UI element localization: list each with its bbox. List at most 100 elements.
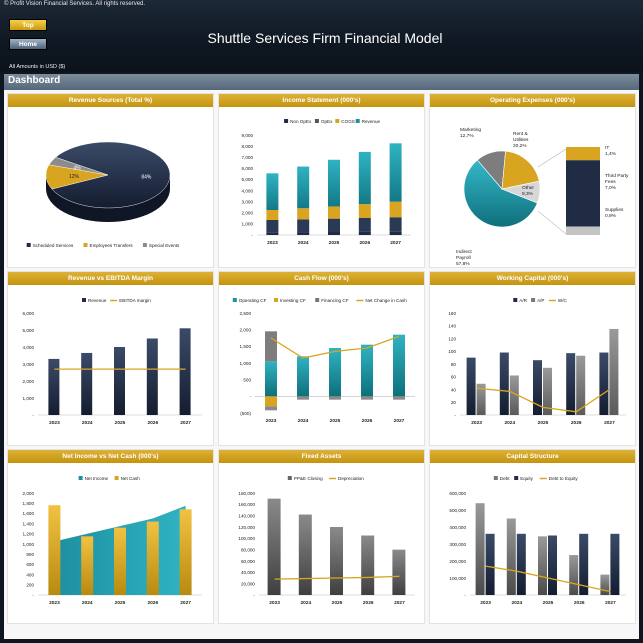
pie-slice (463, 159, 538, 228)
y-tick-label: 9,000 (242, 133, 254, 138)
x-tick-label: 2027 (604, 420, 615, 426)
bar-non-opex (358, 231, 371, 235)
home-button[interactable]: Home (9, 38, 47, 50)
x-tick-label: 2026 (574, 600, 585, 606)
legend-item: Special Events (142, 243, 180, 248)
fixed-assets-panel: Fixed Assets - 20,000 40,000 60,000 80,000 100… (218, 449, 425, 624)
y-tick-label: 800 (26, 552, 34, 557)
x-tick-label: 2023 (269, 600, 280, 606)
legend-swatch (355, 119, 360, 123)
bar-a-p (476, 383, 486, 415)
bar-equity (548, 535, 557, 595)
bar-opex (328, 218, 340, 232)
y-tick-label: 2,000 (240, 327, 252, 332)
bar-revenue (179, 328, 191, 415)
revenue-sources-panel: Revenue Sources (Total %) 84% 12% 4% Schedul… (7, 93, 214, 268)
legend-item: Net Change in Cash (356, 298, 407, 303)
x-tick-label: 2025 (329, 240, 340, 246)
legend-label: OpEx (321, 119, 333, 124)
y-tick-label: - (32, 593, 34, 598)
breakdown-label: Supplies (605, 207, 624, 213)
legend-item: W/C (548, 298, 568, 303)
breakdown-bar (566, 147, 600, 161)
bar-investing-cf (265, 396, 277, 407)
bar-a-r (533, 360, 542, 415)
pie-side (46, 175, 170, 222)
bar-debt (475, 503, 485, 595)
line-debt-to-equity (485, 565, 611, 593)
x-tick-label: 2026 (363, 600, 374, 606)
legend-label: Debt to Equity (549, 476, 579, 481)
x-tick-label: 2025 (330, 418, 341, 424)
bar-net-cash (81, 536, 94, 595)
y-tick-label: 200 (26, 583, 34, 588)
y-tick-label: 1,000 (23, 542, 35, 547)
legend-label: Investing CF (280, 298, 306, 303)
page-title: Shuttle Services Firm Financial Model (207, 30, 443, 46)
x-tick-label: 2027 (394, 418, 405, 424)
y-tick-label: 140 (448, 324, 456, 329)
pie-data-label: 12,7% (460, 133, 474, 139)
bar-pp-e-closing (330, 527, 343, 595)
bar-financing-cf (361, 396, 373, 400)
y-tick-label: 4,000 (23, 345, 35, 350)
bar-pp-e-closing (267, 498, 281, 595)
bar-net-cash (114, 527, 126, 595)
legend-swatch (274, 298, 278, 302)
y-tick-label: - (249, 394, 251, 399)
breakdown-value: 0,9% (605, 213, 617, 219)
y-tick-label: - (464, 593, 466, 598)
bar-financing-cf (297, 396, 309, 400)
legend-item: Debt (493, 476, 510, 481)
x-tick-label: 2025 (115, 420, 126, 426)
y-tick-label: 2,500 (240, 311, 252, 316)
y-tick-label: 6,000 (242, 166, 254, 171)
legend-swatch (335, 119, 340, 123)
x-tick-label: 2027 (180, 420, 191, 426)
pie-category-label: Rent & (513, 131, 528, 137)
x-tick-label: 2024 (82, 420, 93, 426)
bar-pp-e-closing (298, 514, 312, 595)
y-tick-label: 100 (448, 349, 456, 354)
legend-label: COGS (341, 119, 355, 124)
bar-cogs (297, 208, 310, 220)
legend-swatch (142, 243, 147, 247)
revenue-sources-chart: 84% 12% 4% Scheduled Services Employees Tran… (26, 141, 180, 248)
y-tick-label: 400 (26, 572, 34, 577)
y-tick-label: 80 (451, 362, 457, 367)
breakdown-label: Fees (605, 179, 616, 185)
operating-expenses-title: Operating Expenses (000's) (430, 94, 635, 107)
working-capital-panel: Working Capital (000's) - 20 40 60 80 100 120 14… (429, 271, 636, 446)
x-tick-label: 2023 (49, 420, 60, 426)
bar-revenue (114, 347, 125, 415)
y-tick-label: 2,000 (23, 491, 35, 496)
bar-opex (358, 218, 371, 232)
bar-a-p (609, 328, 619, 415)
legend-swatch (114, 476, 119, 480)
line-net-change-in-cash (270, 335, 400, 359)
x-tick-label: 2024 (300, 600, 311, 606)
legend-label: W/C (558, 298, 568, 303)
legend-item: Employees Transfers (83, 243, 133, 248)
breakdown-value: 1,4% (605, 151, 617, 157)
income-statement-chart: - 1,000 2,000 3,000 4,000 5,000 6,000 7,000 8,00… (242, 119, 411, 246)
x-tick-label: 2023 (471, 420, 482, 426)
legend-label: Scheduled Services (33, 243, 74, 248)
bar-a-r (566, 353, 576, 415)
legend-label: Net Cash (121, 476, 141, 481)
y-tick-label: 400,000 (449, 525, 466, 530)
y-tick-label: 1,000 (23, 396, 35, 401)
pie-category-label: Utilities (513, 137, 529, 143)
legend-item: Scheduled Services (26, 243, 74, 248)
fixed-assets-chart: - 20,000 40,000 60,000 80,000 100,000 120,000 1… (238, 476, 415, 606)
x-tick-label: 2026 (362, 418, 373, 424)
bar-debt (569, 555, 579, 595)
y-tick-label: 1,600 (23, 511, 35, 516)
bar-operating-cf (297, 356, 309, 397)
legend-label: Non OpEx (290, 119, 312, 124)
bar-operating-cf (361, 344, 373, 397)
y-tick-label: 100,000 (449, 576, 466, 581)
legend-swatch (284, 119, 289, 123)
top-button[interactable]: Top (9, 19, 47, 31)
